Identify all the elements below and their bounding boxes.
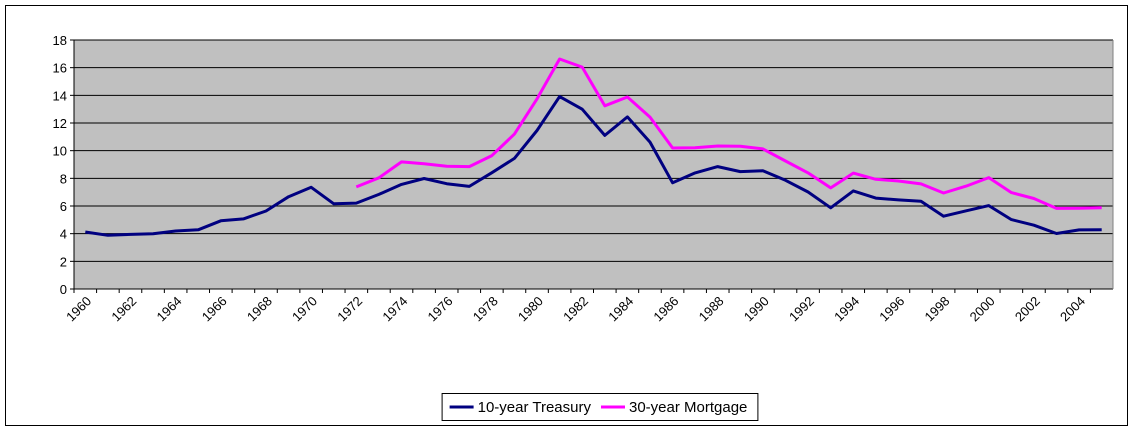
y-tick-label: 0 xyxy=(60,282,67,297)
y-tick-label: 8 xyxy=(60,171,67,186)
y-tick-label: 18 xyxy=(53,33,67,48)
series-line xyxy=(355,57,1102,210)
legend-label: 30-year Mortgage xyxy=(629,399,747,416)
y-tick-label: 2 xyxy=(60,254,67,269)
plot-area xyxy=(74,40,1113,289)
y-tick-label: 6 xyxy=(60,199,67,214)
y-tick-label: 16 xyxy=(53,61,67,76)
legend-label: 10-year Treasury xyxy=(478,399,592,416)
y-tick-label: 14 xyxy=(53,88,67,103)
legend: 10-year Treasury 30-year Mortgage xyxy=(441,393,759,421)
series-line xyxy=(85,95,1102,237)
y-tick-label: 4 xyxy=(60,227,67,242)
y-tick-label: 12 xyxy=(53,116,67,131)
legend-box xyxy=(441,393,759,421)
y-tick-label: 10 xyxy=(53,144,67,159)
